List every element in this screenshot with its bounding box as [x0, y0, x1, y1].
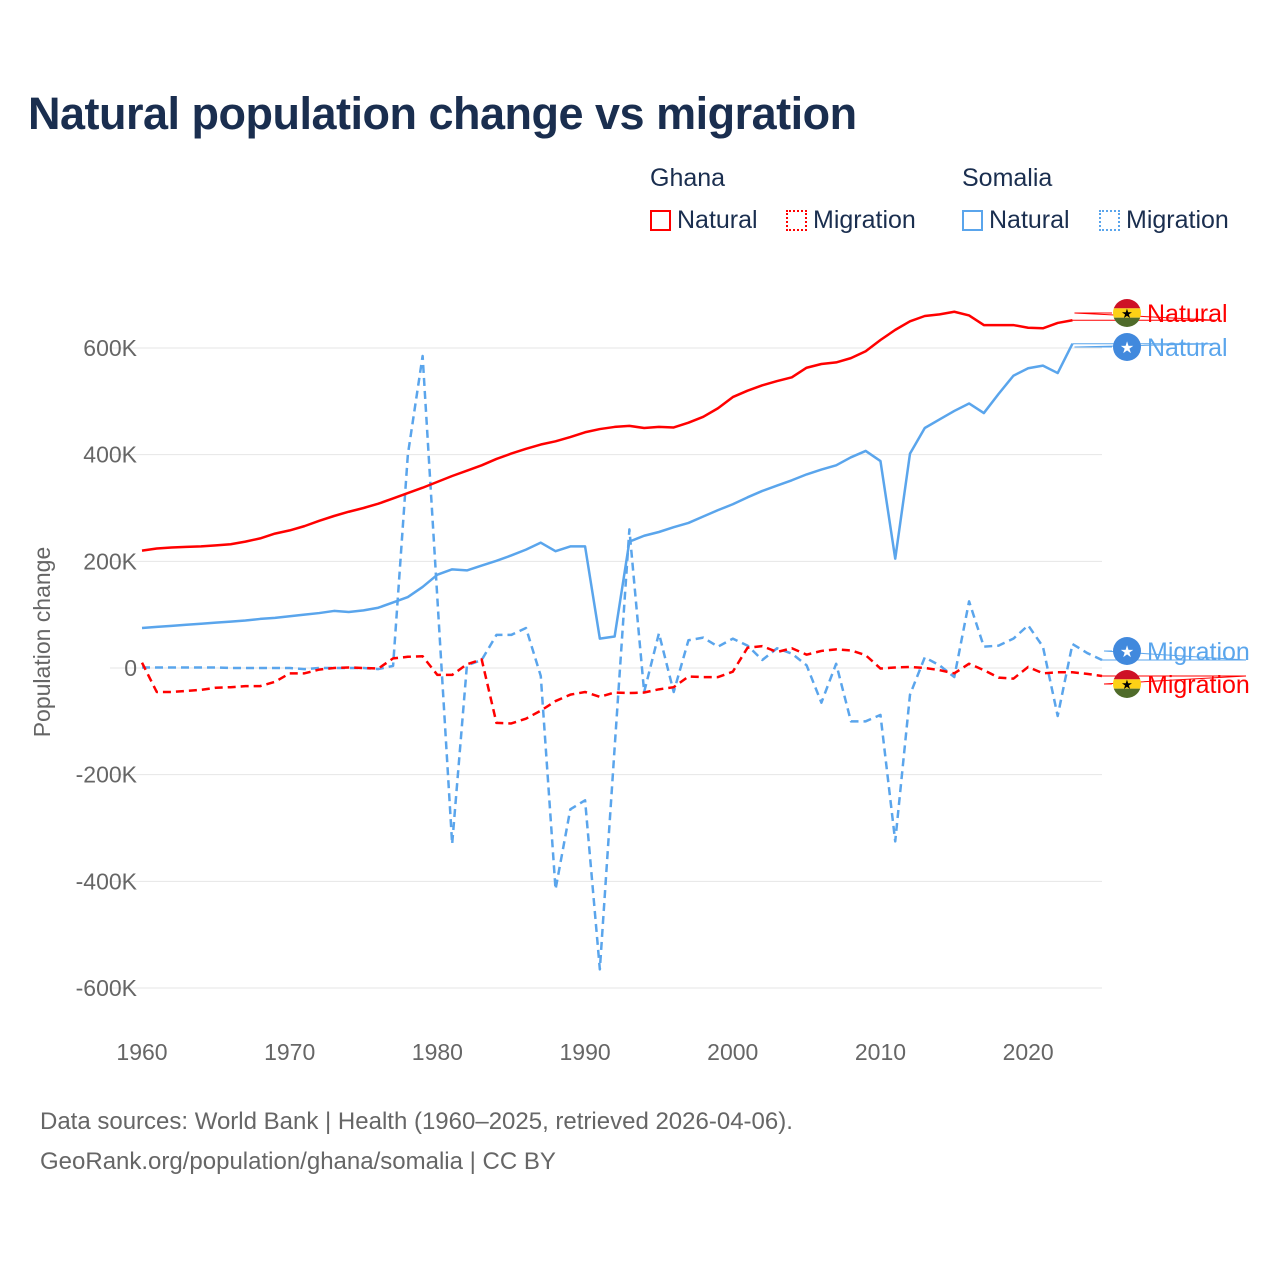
- series-line-ghana-migration: [140, 644, 1103, 725]
- svg-text:★: ★: [1121, 677, 1133, 692]
- footer-attribution[interactable]: GeoRank.org/population/ghana/somalia | C…: [40, 1148, 556, 1175]
- y-tick-label: -200K: [76, 762, 138, 788]
- x-tick-label: 2020: [1003, 1039, 1054, 1065]
- end-label-somalia-migration: Migration: [1147, 638, 1250, 666]
- label-connector: [1072, 343, 1217, 348]
- x-tick-label: 1960: [116, 1039, 167, 1065]
- somalia-flag-icon: ★: [1113, 637, 1141, 665]
- svg-text:★: ★: [1121, 306, 1133, 321]
- footer-sources: Data sources: World Bank | Health (1960–…: [40, 1108, 793, 1135]
- label-connector: [1072, 312, 1217, 321]
- legend-label: Migration: [1126, 206, 1229, 234]
- series-line-somalia-migration: [142, 354, 1103, 971]
- ghana-flag-icon: ★: [1113, 670, 1141, 698]
- legend-swatch-solid-red: [650, 210, 671, 231]
- legend-label: Migration: [813, 206, 916, 234]
- series-line-ghana-natural: [141, 310, 1073, 552]
- y-tick-label: 400K: [83, 442, 137, 468]
- label-connector: [1102, 650, 1247, 661]
- legend-group-ghana: Ghana: [650, 164, 726, 192]
- svg-text:★: ★: [1120, 340, 1134, 357]
- somalia-flag-icon: ★: [1113, 333, 1141, 361]
- x-tick-label: 2000: [707, 1039, 758, 1065]
- ghana-flag-icon: ★: [1113, 299, 1141, 327]
- legend-somalia-migration[interactable]: Migration: [1099, 206, 1229, 235]
- legend-label: Natural: [989, 206, 1070, 234]
- series-line-somalia-natural: [141, 343, 1074, 640]
- legend-swatch-solid-blue: [962, 210, 983, 231]
- chart-title: Natural population change vs migration: [28, 88, 857, 139]
- x-tick-label: 1970: [264, 1039, 315, 1065]
- legend-ghana-migration[interactable]: Migration: [786, 206, 916, 235]
- x-tick-label: 2010: [855, 1039, 906, 1065]
- label-connector: [1102, 675, 1247, 685]
- svg-text:★: ★: [1120, 644, 1134, 661]
- y-tick-label: 0: [124, 655, 137, 681]
- y-tick-label: 200K: [83, 548, 137, 574]
- x-tick-label: 1980: [412, 1039, 463, 1065]
- legend-group-somalia: Somalia: [962, 164, 1053, 192]
- end-label-ghana-natural: Natural: [1147, 300, 1228, 328]
- y-axis-label: Population change: [29, 547, 55, 738]
- end-label-ghana-migration: Migration: [1147, 671, 1250, 699]
- legend-ghana-natural[interactable]: Natural: [650, 206, 758, 235]
- legend-somalia-natural[interactable]: Natural: [962, 206, 1070, 235]
- y-tick-label: -400K: [76, 868, 138, 894]
- x-tick-label: 1990: [559, 1039, 610, 1065]
- end-label-somalia-natural: Natural: [1147, 334, 1228, 362]
- y-tick-label: 600K: [83, 335, 137, 361]
- y-tick-label: -600K: [76, 975, 138, 1001]
- legend-swatch-dotted-red: [786, 210, 807, 231]
- legend-swatch-dotted-blue: [1099, 210, 1120, 231]
- legend-label: Natural: [677, 206, 758, 234]
